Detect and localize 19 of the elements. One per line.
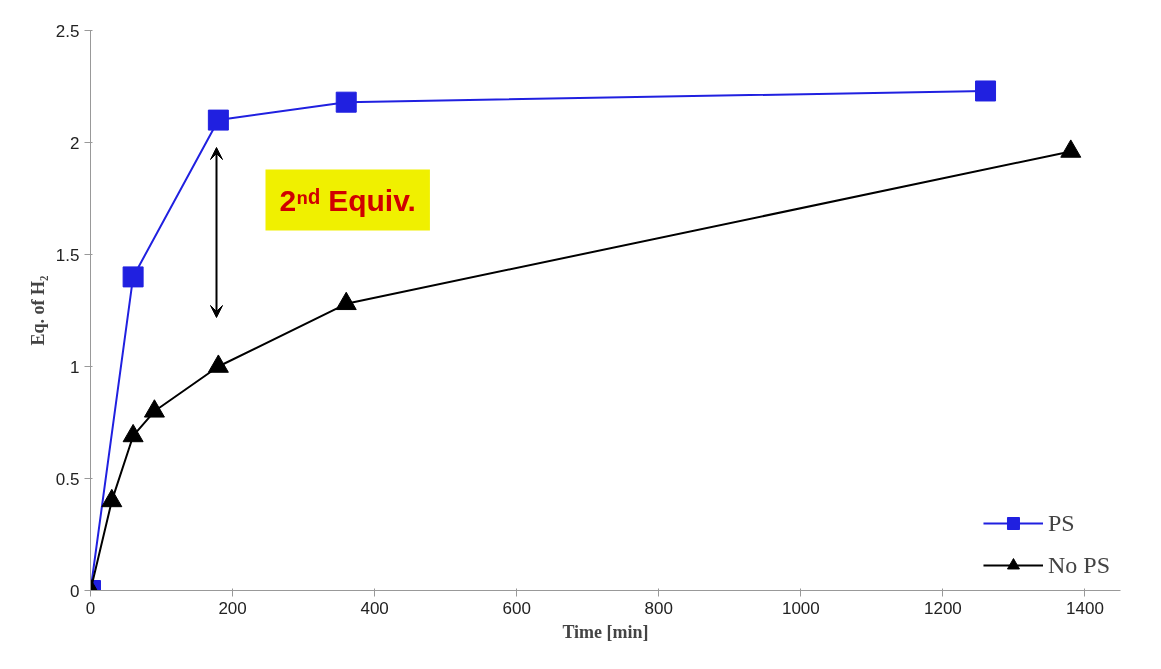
legend-label: PS <box>1047 509 1075 537</box>
x-tick-label: 800 <box>644 598 673 618</box>
y-tick-label: 2 <box>70 133 80 153</box>
legend-label: No PS <box>1047 551 1110 579</box>
x-tick-label: 1400 <box>1066 598 1104 618</box>
x-tick-label: 1200 <box>924 598 962 618</box>
x-axis-title: Time [min] <box>562 621 649 642</box>
y-axis-title: Eq. of H₂ <box>27 275 48 346</box>
y-tick-label: 0.5 <box>55 469 80 489</box>
x-tick-label: 600 <box>502 598 531 618</box>
y-tick-label: 0 <box>70 581 80 601</box>
x-tick-label: 200 <box>218 598 247 618</box>
y-tick-label: 2.5 <box>55 21 80 41</box>
y-tick-label: 1.5 <box>55 245 80 265</box>
y-tick-label: 1 <box>70 357 80 377</box>
annotation: 2ⁿᵈ Equiv. <box>279 183 416 217</box>
x-tick-label: 1000 <box>781 598 820 618</box>
x-tick-label: 400 <box>360 598 389 618</box>
x-tick-label: 0 <box>85 598 96 618</box>
